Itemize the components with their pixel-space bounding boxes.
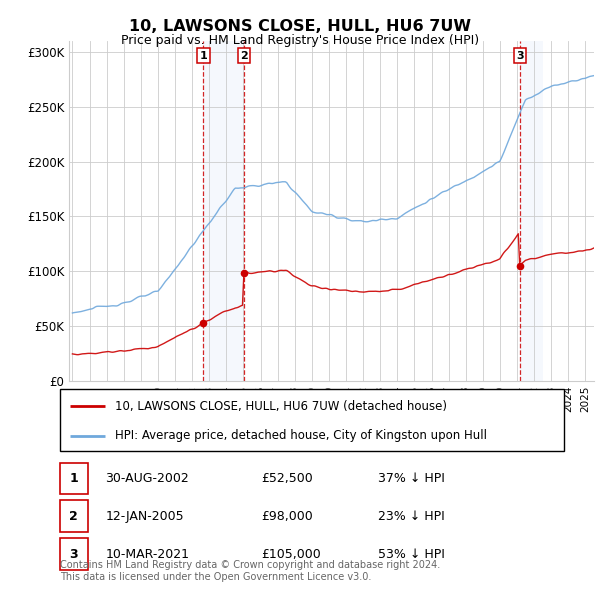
Text: 10, LAWSONS CLOSE, HULL, HU6 7UW (detached house): 10, LAWSONS CLOSE, HULL, HU6 7UW (detach… [115, 399, 448, 412]
FancyBboxPatch shape [60, 463, 88, 494]
Text: 10-MAR-2021: 10-MAR-2021 [106, 548, 190, 560]
Text: £98,000: £98,000 [262, 510, 313, 523]
Text: HPI: Average price, detached house, City of Kingston upon Hull: HPI: Average price, detached house, City… [115, 430, 487, 442]
Bar [203, 41, 244, 381]
Text: Contains HM Land Registry data © Crown copyright and database right 2024.
This d: Contains HM Land Registry data © Crown c… [60, 560, 440, 582]
Text: 12-JAN-2005: 12-JAN-2005 [106, 510, 184, 523]
FancyBboxPatch shape [60, 538, 88, 570]
Text: Price paid vs. HM Land Registry's House Price Index (HPI): Price paid vs. HM Land Registry's House … [121, 34, 479, 47]
FancyBboxPatch shape [60, 500, 88, 532]
Bar [520, 41, 542, 381]
Text: 1: 1 [70, 472, 78, 485]
Text: £105,000: £105,000 [262, 548, 322, 560]
Text: 10, LAWSONS CLOSE, HULL, HU6 7UW: 10, LAWSONS CLOSE, HULL, HU6 7UW [129, 19, 471, 34]
Text: 2: 2 [240, 51, 248, 61]
Text: 30-AUG-2002: 30-AUG-2002 [106, 472, 189, 485]
Text: 37% ↓ HPI: 37% ↓ HPI [377, 472, 445, 485]
Text: 3: 3 [70, 548, 78, 560]
Text: 1: 1 [200, 51, 207, 61]
Text: 23% ↓ HPI: 23% ↓ HPI [377, 510, 444, 523]
Text: 2: 2 [70, 510, 78, 523]
Text: £52,500: £52,500 [262, 472, 313, 485]
Text: 53% ↓ HPI: 53% ↓ HPI [377, 548, 445, 560]
Text: 3: 3 [517, 51, 524, 61]
